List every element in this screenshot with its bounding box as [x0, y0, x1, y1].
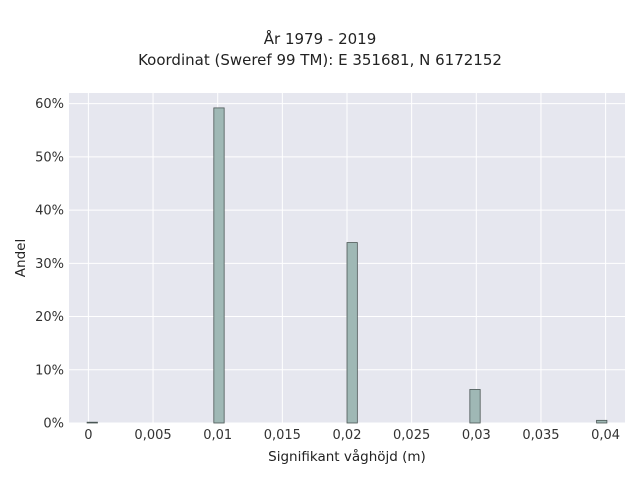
x-axis-ticks: 0 0,005 0,01 0,015 0,02 0,025 0,03 0,035 0,04	[84, 428, 620, 443]
x-tick-label: 0,035	[522, 428, 559, 443]
y-tick-label: 0%	[43, 417, 64, 432]
y-tick-label: 50%	[35, 150, 64, 165]
x-tick-label: 0,02	[333, 428, 362, 443]
chart-subtitle: Koordinat (Sweref 99 TM): E 351681, N 61…	[138, 51, 502, 69]
histogram-bar	[86, 421, 98, 424]
chart-title: År 1979 - 2019	[263, 30, 377, 48]
x-tick-label: 0,005	[134, 428, 171, 443]
bars	[86, 107, 608, 424]
y-tick-label: 20%	[35, 310, 64, 325]
y-axis-label: Andel	[13, 239, 29, 277]
histogram-bar	[213, 107, 225, 424]
y-tick-label: 10%	[35, 363, 64, 378]
histogram-bar	[346, 242, 358, 424]
x-tick-label: 0,015	[264, 428, 301, 443]
x-tick-label: 0	[84, 428, 92, 443]
x-tick-label: 0,03	[462, 428, 491, 443]
y-axis-ticks: 0% 10% 20% 30% 40% 50% 60%	[35, 97, 64, 431]
y-tick-label: 30%	[35, 257, 64, 272]
y-tick-label: 60%	[35, 97, 64, 112]
x-tick-label: 0,025	[393, 428, 430, 443]
histogram-bar	[596, 419, 608, 424]
x-axis-label: Signifikant våghöjd (m)	[268, 448, 426, 465]
x-tick-label: 0,04	[591, 428, 620, 443]
y-tick-label: 40%	[35, 204, 64, 219]
histogram-bar	[469, 389, 481, 424]
x-tick-label: 0,01	[203, 428, 232, 443]
